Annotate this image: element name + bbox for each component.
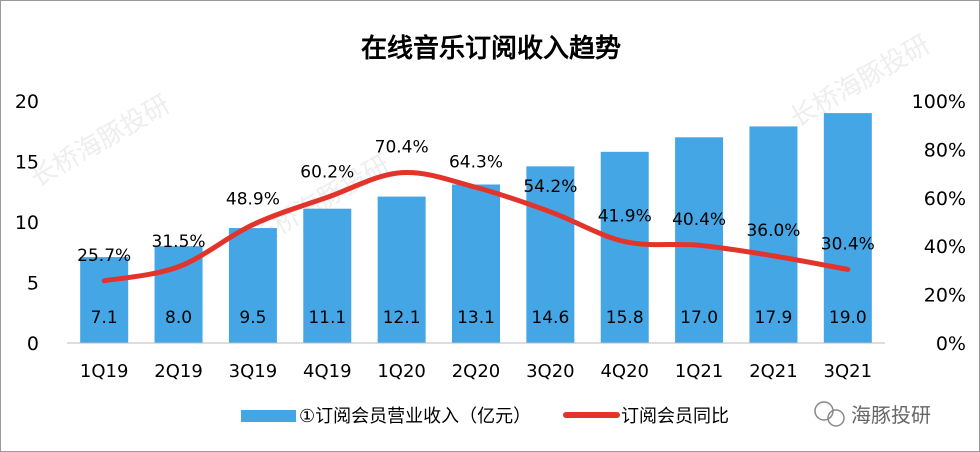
bar [303,208,352,343]
yoy-value-label: 70.4% [375,138,429,158]
brand-name: 海豚投研 [851,403,931,427]
chart-title: 在线音乐订阅收入趋势 [361,33,621,64]
x-tick-label: 2Q21 [749,361,798,382]
y-tick-label: 15 [15,152,39,174]
bar-value-label: 9.5 [239,308,266,328]
y2-tick-label: 0% [936,333,966,355]
y2-tick-label: 100% [912,91,966,113]
legend: ①订阅会员营业收入（亿元） 订阅会员同比 [241,406,729,427]
x-tick-label: 4Q20 [600,361,649,382]
y2-tick-label: 20% [924,285,966,307]
x-tick-label: 3Q21 [824,361,873,382]
legend-label-bar: ①订阅会员营业收入（亿元） [299,406,531,427]
yoy-value-label: 25.7% [77,246,131,266]
yoy-value-label: 54.2% [523,177,577,197]
y2-tick-label: 80% [924,139,966,161]
y2-tick-label: 40% [924,236,966,258]
bar [452,184,500,343]
x-tick-label: 1Q21 [675,361,724,382]
y2-tick-label: 60% [924,188,966,210]
y-tick-label: 0 [27,333,39,355]
bar-value-label: 13.1 [457,308,495,328]
bar-value-label: 17.9 [755,308,793,328]
bar-value-label: 14.6 [531,308,569,328]
bar [80,257,129,343]
yoy-value-label: 60.2% [300,162,354,182]
x-tick-label: 1Q20 [377,361,426,382]
bar [823,113,872,343]
bar [154,246,203,343]
bar [526,166,575,343]
bar-value-label: 17.0 [680,308,718,328]
bar [377,196,426,343]
x-tick-label: 3Q20 [526,361,575,382]
x-tick-label: 3Q19 [229,361,278,382]
x-tick-label: 1Q19 [80,361,129,382]
y-tick-label: 10 [15,212,39,234]
yoy-value-label: 64.3% [449,152,503,172]
bar-value-label: 11.1 [308,308,346,328]
bar-value-label: 12.1 [383,308,421,328]
yoy-value-label: 30.4% [821,234,875,254]
x-tick-label: 4Q19 [303,361,352,382]
yoy-value-label: 41.9% [598,207,652,227]
legend-label-line: 订阅会员同比 [621,406,729,427]
bar-value-label: 8.0 [165,308,192,328]
yoy-value-label: 36.0% [746,221,800,241]
yoy-value-label: 40.4% [672,210,726,230]
x-tick-label: 2Q20 [452,361,501,382]
bar [749,126,798,343]
bar [675,137,724,343]
y-tick-label: 5 [27,273,39,295]
legend-swatch-bar [241,410,296,422]
x-tick-label: 2Q19 [154,361,203,382]
brand-logo: 海豚投研 [814,401,931,427]
bar-value-label: 19.0 [829,308,867,328]
bar-value-label: 7.1 [91,308,118,328]
yoy-value-label: 31.5% [152,232,206,252]
y-tick-label: 20 [15,91,39,113]
bar [600,151,649,343]
bar-value-label: 15.8 [606,308,644,328]
yoy-value-label: 48.9% [226,190,280,210]
bar [228,228,277,343]
wechat-icon [814,401,834,421]
